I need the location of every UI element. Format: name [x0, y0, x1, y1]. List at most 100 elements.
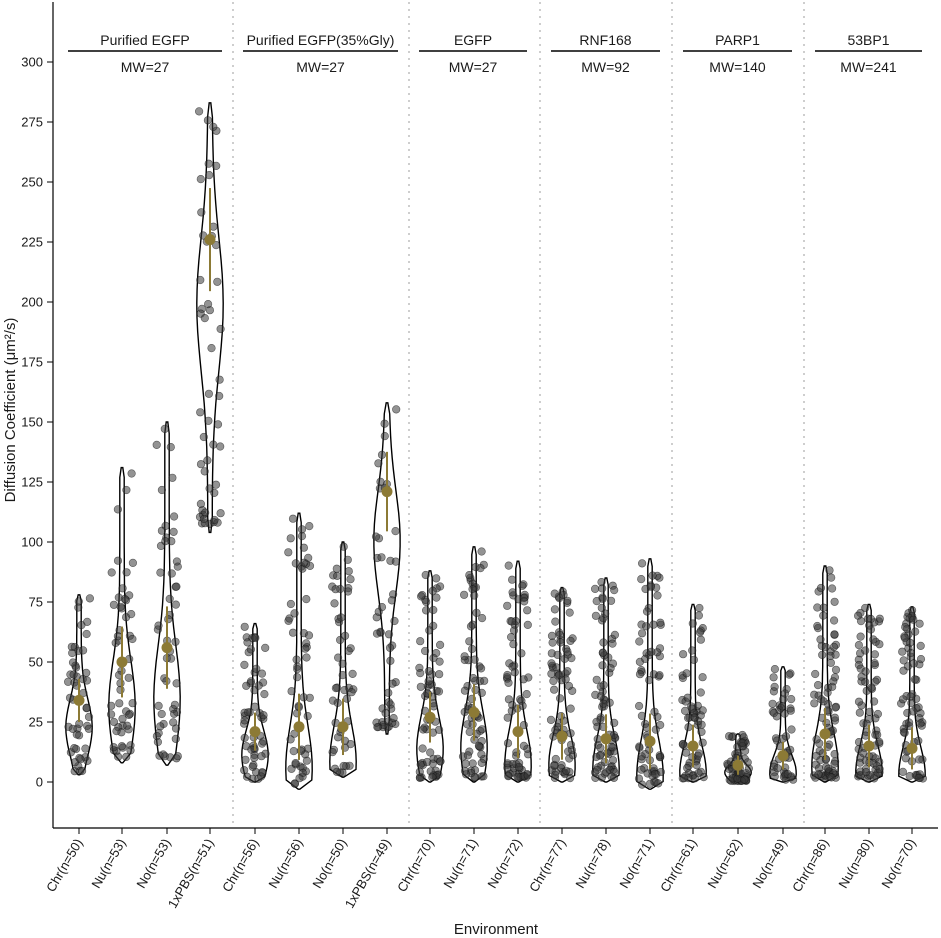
- data-point: [606, 664, 615, 673]
- data-point: [694, 749, 704, 758]
- data-point: [682, 669, 691, 678]
- data-point: [74, 597, 83, 606]
- mean-marker: [556, 730, 568, 742]
- data-point: [157, 485, 166, 495]
- data-point: [172, 582, 181, 591]
- data-point: [477, 750, 486, 759]
- mean-marker: [468, 706, 480, 718]
- data-point: [169, 527, 178, 537]
- data-point: [463, 751, 473, 760]
- y-tick-label: 75: [29, 595, 43, 610]
- data-point: [829, 677, 838, 686]
- data-point: [477, 758, 486, 768]
- data-point: [468, 720, 477, 729]
- data-point: [601, 609, 610, 618]
- data-point: [769, 673, 778, 682]
- data-point: [898, 767, 908, 777]
- data-point: [566, 636, 575, 646]
- data-point: [242, 772, 252, 781]
- data-point: [128, 699, 137, 708]
- data-point: [432, 574, 441, 583]
- data-point: [830, 713, 840, 722]
- x-tick-label: No(n=72): [484, 836, 524, 891]
- data-point: [563, 647, 572, 656]
- group-title: Purified EGFP: [100, 32, 189, 48]
- data-point: [549, 685, 559, 694]
- mean-marker: [204, 234, 216, 246]
- data-point: [645, 779, 655, 788]
- data-point: [566, 729, 575, 738]
- x-tick-label: Chr(n=86): [789, 836, 831, 895]
- data-point: [209, 122, 218, 131]
- data-point: [109, 743, 118, 752]
- data-point: [519, 720, 529, 730]
- data-point: [564, 681, 574, 691]
- data-point: [563, 667, 572, 676]
- data-point: [333, 733, 343, 742]
- violin: [241, 622, 269, 783]
- data-point: [204, 389, 213, 398]
- data-point: [390, 616, 399, 626]
- data-point: [107, 701, 116, 710]
- data-point: [813, 621, 822, 631]
- data-point: [81, 744, 90, 753]
- data-point: [855, 708, 864, 717]
- data-point: [830, 597, 839, 606]
- data-point: [641, 654, 650, 664]
- violin: [153, 421, 181, 766]
- data-point: [426, 748, 435, 757]
- data-point: [690, 713, 699, 722]
- data-point: [212, 161, 221, 170]
- data-point: [380, 419, 389, 428]
- data-point: [339, 542, 348, 551]
- data-point: [113, 505, 122, 514]
- data-point: [124, 673, 133, 682]
- data-point: [384, 630, 394, 639]
- data-point: [608, 756, 618, 765]
- data-point: [462, 770, 471, 779]
- data-point: [556, 638, 565, 647]
- x-tick-label: Nu(n=62): [704, 836, 744, 891]
- data-point: [84, 724, 93, 733]
- x-tick-label: Chr(n=56): [219, 836, 261, 895]
- y-tick-label: 250: [21, 175, 43, 190]
- data-point: [873, 709, 883, 719]
- data-point: [84, 712, 94, 722]
- data-point: [647, 647, 656, 657]
- data-point: [461, 759, 470, 768]
- y-tick-label: 150: [21, 415, 43, 430]
- data-point: [211, 480, 221, 489]
- data-point: [216, 442, 225, 451]
- data-point: [302, 653, 311, 662]
- data-point: [768, 699, 777, 708]
- data-point: [76, 755, 85, 764]
- data-point: [347, 688, 356, 697]
- data-point: [517, 649, 526, 658]
- data-point: [609, 730, 619, 740]
- data-point: [422, 606, 431, 615]
- data-point: [200, 467, 209, 476]
- data-point: [819, 611, 828, 620]
- data-point: [909, 659, 918, 668]
- x-tick-label: Chr(n=70): [394, 836, 436, 895]
- data-point: [655, 751, 664, 760]
- data-point: [818, 650, 827, 660]
- data-point: [389, 713, 398, 723]
- data-point: [509, 640, 518, 649]
- data-point: [122, 485, 131, 495]
- data-point: [305, 521, 314, 531]
- data-point: [869, 697, 879, 706]
- data-point: [109, 600, 118, 609]
- data-point: [154, 621, 163, 630]
- data-point: [291, 758, 300, 768]
- data-point: [830, 759, 839, 768]
- data-point: [292, 655, 301, 664]
- y-tick-label: 50: [29, 655, 43, 670]
- data-point: [304, 631, 314, 640]
- data-point: [128, 558, 137, 568]
- data-point: [695, 603, 704, 613]
- data-point: [107, 568, 116, 577]
- data-point: [786, 745, 795, 754]
- data-point: [870, 659, 879, 668]
- data-point: [561, 675, 570, 684]
